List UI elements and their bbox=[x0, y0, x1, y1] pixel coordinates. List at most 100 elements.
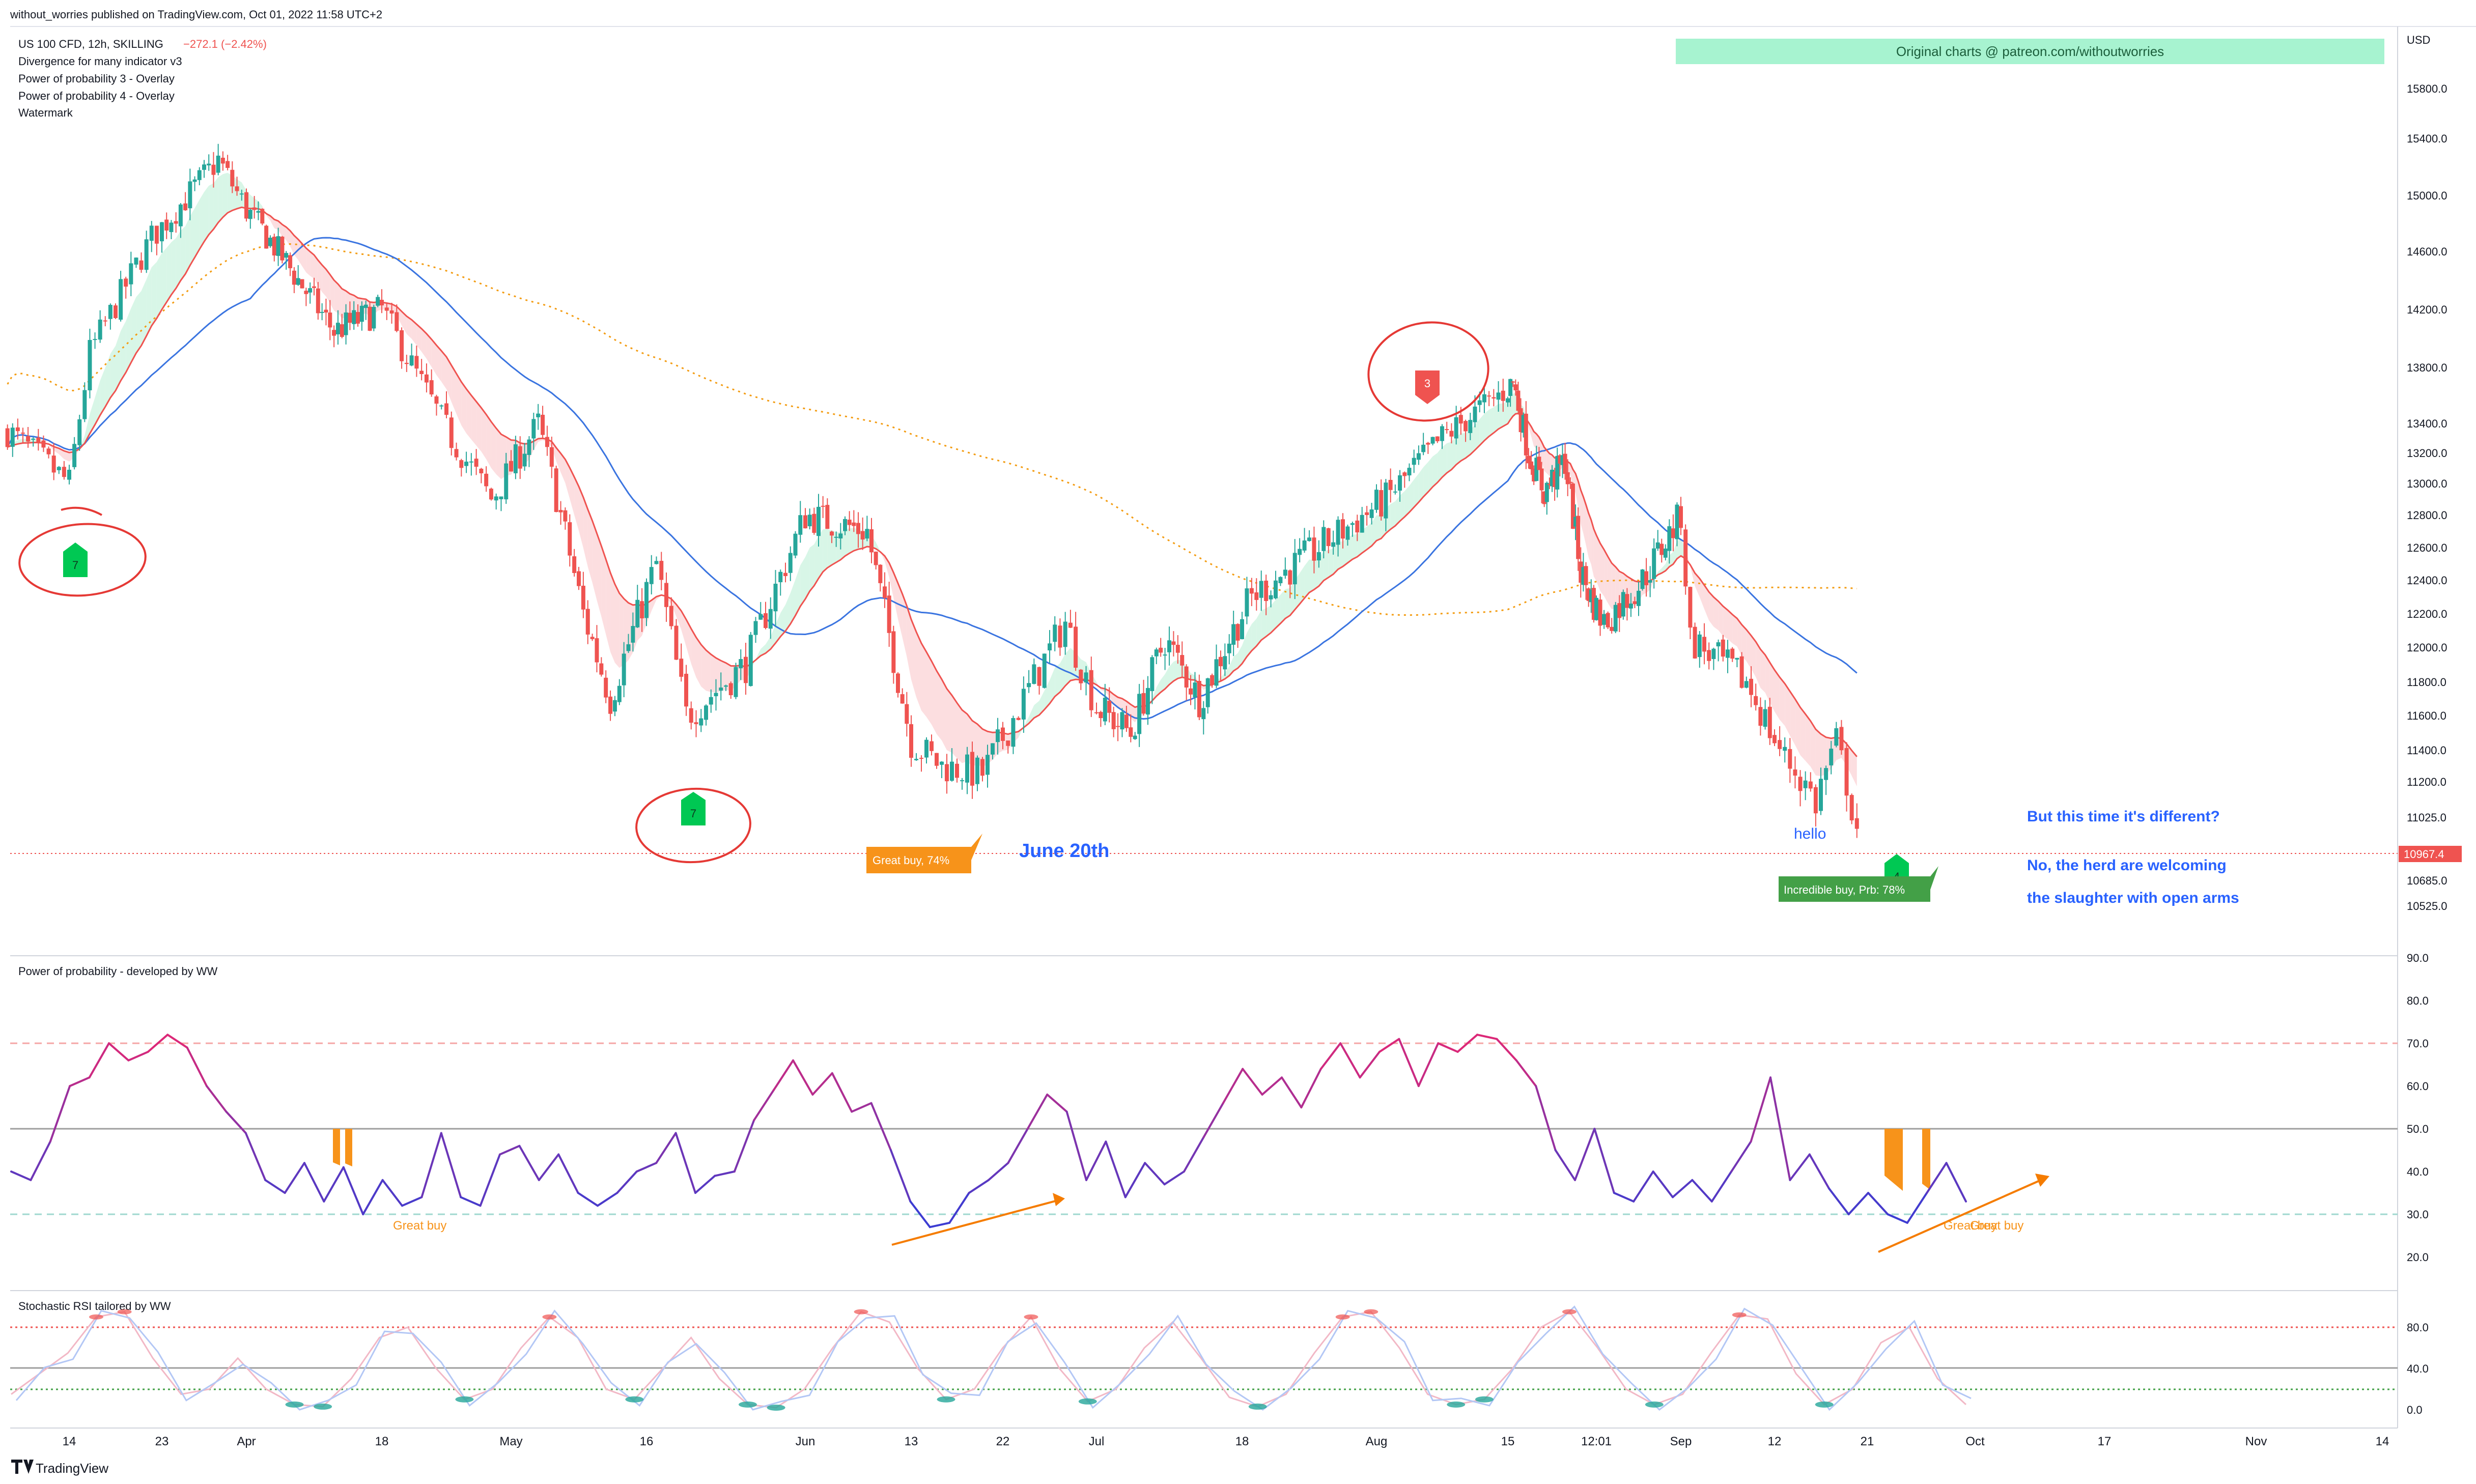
probability-segment bbox=[714, 1171, 736, 1177]
candle-body bbox=[1854, 818, 1859, 829]
price-tick-label: 10525.0 bbox=[2407, 900, 2447, 912]
candle-body bbox=[595, 638, 599, 663]
probability-axis[interactable]: 90.0 80.0 70.0 60.0 50.0 40.0 30.0 20.0 bbox=[2407, 952, 2429, 1264]
candle-body bbox=[1360, 515, 1364, 533]
probability-tick-label: 70.0 bbox=[2407, 1037, 2429, 1050]
candle-body bbox=[1099, 711, 1103, 719]
candle-body bbox=[1534, 458, 1539, 481]
candle-body bbox=[1037, 667, 1042, 686]
probability-segment bbox=[1906, 1192, 1928, 1224]
candle-body bbox=[1560, 455, 1565, 465]
candle-body bbox=[955, 763, 959, 778]
candle-body bbox=[558, 510, 563, 512]
candle-body bbox=[41, 440, 46, 448]
probability-segment bbox=[1300, 1068, 1322, 1108]
probability-segment bbox=[1163, 1171, 1185, 1186]
candle-body bbox=[1435, 436, 1440, 441]
candle-body bbox=[1610, 626, 1614, 631]
probability-segment bbox=[1339, 1042, 1361, 1079]
patreon-banner[interactable] bbox=[1676, 39, 2384, 64]
candle-body bbox=[284, 253, 289, 258]
probability-tick-label: 40.0 bbox=[2407, 1165, 2429, 1178]
candle-body bbox=[679, 659, 684, 677]
candle-body bbox=[424, 374, 429, 383]
candle-body bbox=[803, 515, 807, 529]
candle-body bbox=[689, 708, 693, 723]
probability-segment bbox=[342, 1166, 364, 1215]
probability-segment bbox=[1515, 1059, 1537, 1087]
candle-body bbox=[1834, 728, 1839, 746]
candle-body bbox=[324, 309, 328, 313]
probability-tick-label: 80.0 bbox=[2407, 994, 2429, 1007]
probability-segment bbox=[1359, 1050, 1381, 1079]
candle-body bbox=[256, 211, 261, 213]
candle-body bbox=[1518, 408, 1523, 433]
candle-body bbox=[296, 278, 300, 285]
candle-body bbox=[1579, 561, 1583, 583]
candle-body bbox=[1844, 748, 1849, 796]
candle-body bbox=[847, 520, 852, 525]
candle-body bbox=[1648, 580, 1652, 583]
probability-segment bbox=[1085, 1140, 1107, 1181]
candle-body bbox=[1407, 468, 1412, 476]
candle-body bbox=[852, 522, 856, 526]
candle-body bbox=[644, 582, 649, 618]
price-tick-label: 12800.0 bbox=[2407, 509, 2447, 522]
candle-body bbox=[1331, 542, 1336, 547]
candle-body bbox=[1074, 626, 1078, 668]
sma-50-line bbox=[7, 237, 1858, 720]
candle-body bbox=[1468, 420, 1473, 433]
candle-body bbox=[509, 461, 513, 472]
time-axis[interactable]: 14 23 Apr 18 May 16 Jun 13 22 Jul 18 Aug 15 12:01 Sep 1… bbox=[63, 1435, 2389, 1448]
candle-body bbox=[709, 697, 713, 705]
candle-body bbox=[36, 437, 41, 443]
candle-body bbox=[1788, 749, 1792, 769]
stoch-rsi-axis[interactable]: 80.0 40.0 0.0 bbox=[2407, 1321, 2429, 1416]
candle-body bbox=[1492, 397, 1496, 398]
time-tick-label: 12:01 bbox=[1581, 1435, 1612, 1448]
probability-signal-bars bbox=[333, 1129, 1930, 1191]
candle-body bbox=[1274, 580, 1278, 598]
candle-body bbox=[626, 644, 631, 651]
probability-segment bbox=[1378, 1038, 1400, 1053]
candle-body bbox=[1568, 481, 1572, 483]
candle-body bbox=[900, 694, 905, 704]
candle-body bbox=[1735, 658, 1739, 660]
time-tick-label: May bbox=[499, 1435, 522, 1448]
probability-segment bbox=[10, 1171, 32, 1181]
candle-body bbox=[1594, 597, 1598, 620]
candle-body bbox=[1163, 654, 1167, 656]
oversold-highlight bbox=[1815, 1401, 1834, 1408]
candle-body bbox=[1730, 648, 1735, 659]
candle-body bbox=[940, 761, 944, 765]
candle-body bbox=[783, 573, 787, 576]
candle-body bbox=[67, 470, 71, 480]
candle-body bbox=[1089, 670, 1093, 710]
candle-body bbox=[1430, 437, 1435, 444]
price-axis[interactable]: 15800.0 15400.0 15000.0 14600.0 14200.0 13800… bbox=[2407, 82, 2447, 912]
candle-body bbox=[1763, 709, 1767, 727]
commentary-line-1: But this time it's different? bbox=[2027, 808, 2220, 825]
candle-body bbox=[1544, 482, 1549, 502]
overbought-highlight bbox=[1364, 1309, 1378, 1315]
candle-body bbox=[1355, 520, 1360, 533]
candle-body bbox=[531, 419, 536, 439]
time-tick-label: Oct bbox=[1965, 1435, 1985, 1448]
candle-body bbox=[1655, 542, 1660, 549]
probability-segment bbox=[831, 1072, 853, 1113]
candle-body bbox=[368, 306, 372, 331]
candle-body bbox=[590, 637, 595, 639]
candle-body bbox=[1516, 390, 1521, 411]
probability-segment bbox=[811, 1072, 833, 1096]
candle-body bbox=[1613, 605, 1618, 632]
candle-body bbox=[1079, 669, 1083, 683]
probability-segment bbox=[694, 1175, 716, 1194]
price-tick-label: 15000.0 bbox=[2407, 189, 2447, 202]
probability-segment bbox=[674, 1132, 696, 1194]
candle-body bbox=[744, 657, 748, 683]
probability-segment bbox=[1456, 1034, 1478, 1053]
candle-body bbox=[320, 311, 324, 313]
probability-segment bbox=[1144, 1162, 1166, 1186]
candle-body bbox=[935, 753, 939, 766]
stoch-tick-label: 80.0 bbox=[2407, 1321, 2429, 1334]
